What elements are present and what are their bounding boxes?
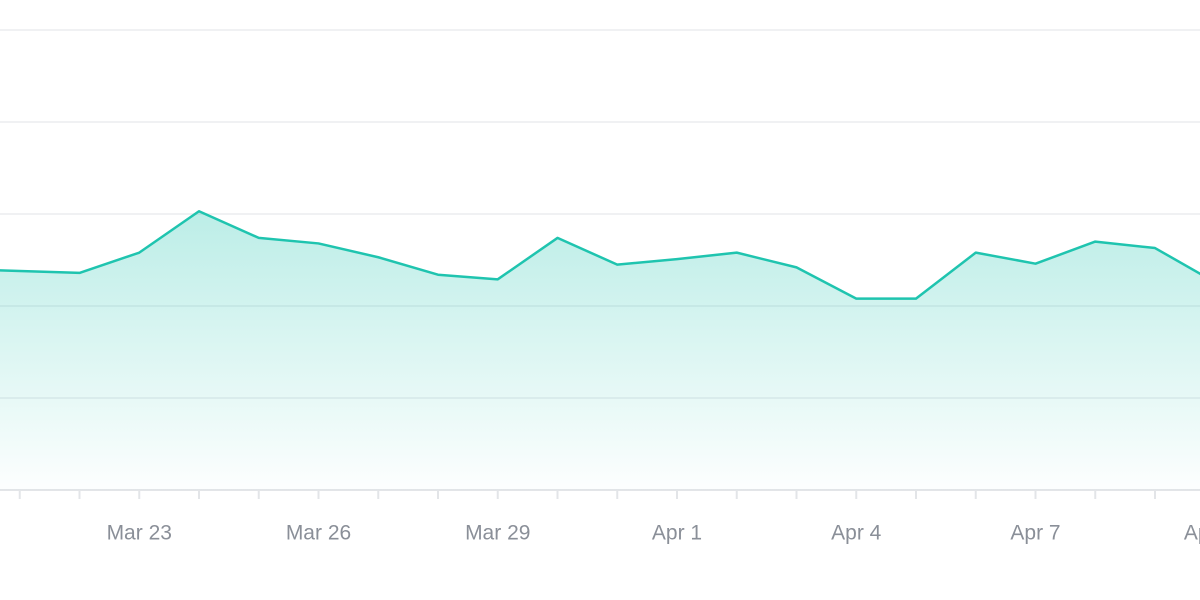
x-tick-label: Apr 4 (831, 522, 882, 545)
x-tick-label: Apr 10 (1184, 522, 1200, 545)
x-tick-label: Mar 23 (107, 522, 172, 545)
x-tick-label: Apr 1 (652, 522, 702, 545)
x-tick-label: Apr 7 (1010, 522, 1060, 545)
line (0, 209, 1200, 300)
area-fill (0, 211, 1200, 490)
x-tick-label: Mar 29 (465, 522, 530, 545)
x-tick-label: Mar 26 (286, 522, 351, 545)
